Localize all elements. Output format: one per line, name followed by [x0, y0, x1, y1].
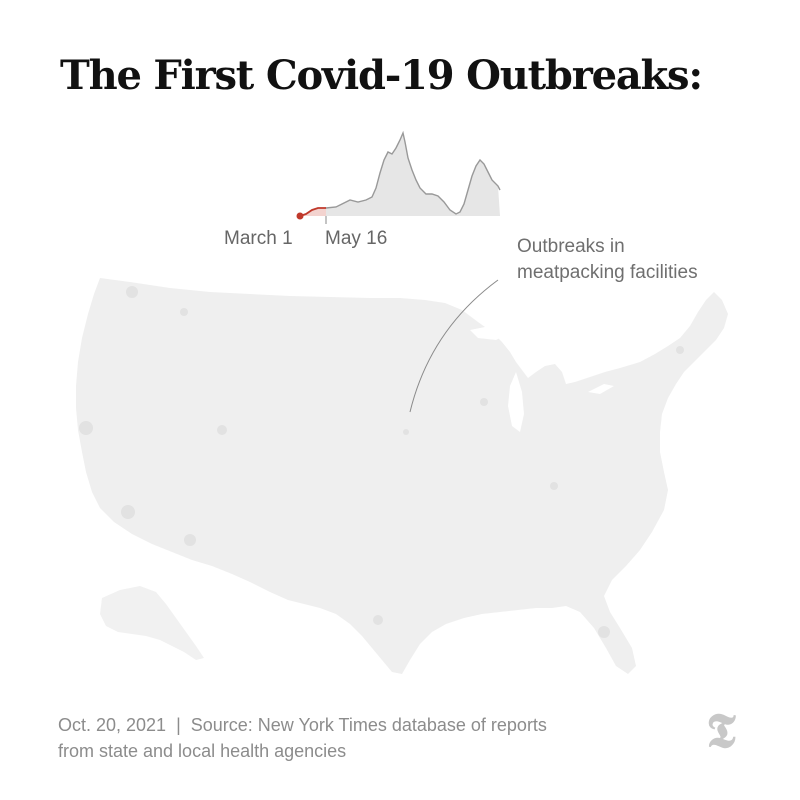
- hotspot-boise: [180, 308, 188, 316]
- timeline-start-dot: [296, 212, 304, 220]
- hotspot-new-england: [676, 346, 684, 354]
- timeline-area: [300, 133, 500, 216]
- hotspot-los-angeles: [121, 505, 135, 519]
- hotspot-northern-california: [79, 421, 93, 435]
- annotation-leader-line: [409, 279, 499, 413]
- hotspot-nashville: [550, 482, 558, 490]
- annotation-meatpacking: Outbreaks in meatpacking facilities: [517, 234, 698, 286]
- annotation-line-1: Outbreaks in: [517, 236, 625, 257]
- annotation-line-2: meatpacking facilities: [517, 262, 698, 283]
- timeline-sparkline: [296, 130, 501, 224]
- timeline-line: [299, 130, 501, 217]
- timeline-start-label: March 1: [224, 228, 293, 249]
- contiguous-us-shape: [76, 278, 728, 674]
- alaska-shape: [100, 586, 204, 660]
- nyt-logo-icon: 𝕿: [706, 703, 736, 759]
- page-title: The First Covid-19 Outbreaks:: [60, 52, 703, 99]
- footer-line-1: Oct. 20, 2021 | Source: New York Times d…: [58, 715, 547, 735]
- hotspot-seattle: [126, 286, 138, 298]
- hotspot-colorado: [217, 425, 227, 435]
- outbreak-hotspots: [79, 286, 684, 638]
- hotspot-midwest: [480, 398, 488, 406]
- footer-line-2: from state and local health agencies: [58, 741, 347, 761]
- hotspot-southern-california: [184, 534, 196, 546]
- timeline-highlight-line: [299, 207, 326, 217]
- lake-erie: [588, 384, 614, 394]
- lake-superior: [470, 326, 508, 340]
- lake-michigan: [508, 372, 524, 432]
- timeline-current-label: May 16: [325, 228, 388, 249]
- hotspot-houston: [373, 615, 383, 625]
- hotspot-florida: [598, 626, 610, 638]
- hotspot-meatpacking-iowa: [403, 429, 409, 435]
- footer-source: Oct. 20, 2021 | Source: New York Times d…: [58, 712, 547, 764]
